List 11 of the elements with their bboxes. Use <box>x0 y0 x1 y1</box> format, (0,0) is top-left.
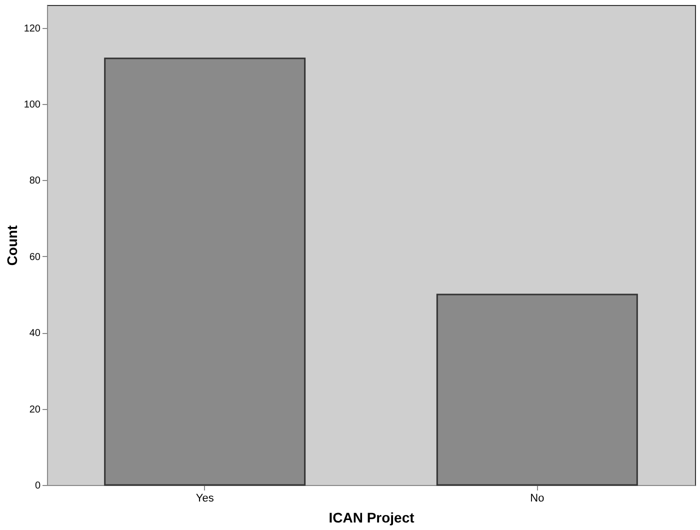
x-tick-label: No <box>530 492 544 504</box>
y-tick-label: 120 <box>24 23 41 34</box>
y-tick-label: 100 <box>24 100 41 111</box>
y-tick-label: 20 <box>29 404 41 416</box>
y-tick-label: 40 <box>29 328 41 340</box>
y-axis-title: Count <box>4 224 20 266</box>
y-tick-label: 0 <box>34 480 41 492</box>
x-axis-title: ICAN Project <box>328 510 415 526</box>
y-tick-label: 80 <box>29 176 41 187</box>
x-tick-label: Yes <box>196 492 214 504</box>
y-tick-label: 60 <box>29 252 41 263</box>
